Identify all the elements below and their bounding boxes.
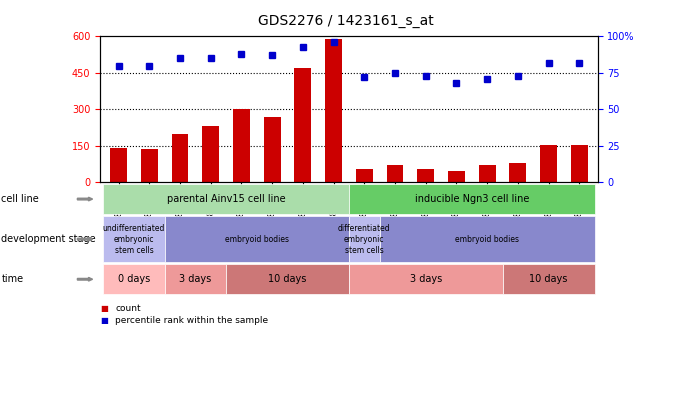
Text: 10 days: 10 days — [529, 274, 568, 284]
Bar — [141, 149, 158, 182]
Text: 3 days: 3 days — [179, 274, 211, 284]
Text: ■: ■ — [100, 304, 108, 313]
Text: undifferentiated
embryonic
stem cells: undifferentiated embryonic stem cells — [103, 224, 165, 255]
Bar — [448, 171, 465, 182]
Text: ■: ■ — [100, 316, 108, 325]
Bar — [264, 117, 281, 182]
Bar — [479, 165, 495, 182]
Bar — [325, 39, 342, 182]
Text: embryoid bodies: embryoid bodies — [225, 234, 289, 244]
Bar — [509, 163, 527, 182]
Text: cell line: cell line — [1, 194, 39, 204]
Text: GDS2276 / 1423161_s_at: GDS2276 / 1423161_s_at — [258, 14, 433, 28]
Text: 3 days: 3 days — [410, 274, 442, 284]
Bar — [202, 126, 219, 182]
Text: parental Ainv15 cell line: parental Ainv15 cell line — [167, 194, 285, 204]
Bar — [294, 68, 312, 182]
Text: development stage: development stage — [1, 234, 96, 244]
Bar — [110, 148, 127, 182]
Text: count: count — [115, 304, 141, 313]
Bar — [417, 169, 434, 182]
Text: 0 days: 0 days — [118, 274, 150, 284]
Bar — [571, 145, 588, 182]
Text: inducible Ngn3 cell line: inducible Ngn3 cell line — [415, 194, 529, 204]
Text: 10 days: 10 days — [268, 274, 307, 284]
Bar — [233, 109, 250, 182]
Bar — [356, 169, 372, 182]
Text: embryoid bodies: embryoid bodies — [455, 234, 519, 244]
Bar — [171, 134, 189, 182]
Bar — [386, 165, 404, 182]
Text: percentile rank within the sample: percentile rank within the sample — [115, 316, 269, 325]
Bar — [540, 145, 557, 182]
Text: differentiated
embryonic
stem cells: differentiated embryonic stem cells — [338, 224, 390, 255]
Text: time: time — [1, 274, 23, 284]
